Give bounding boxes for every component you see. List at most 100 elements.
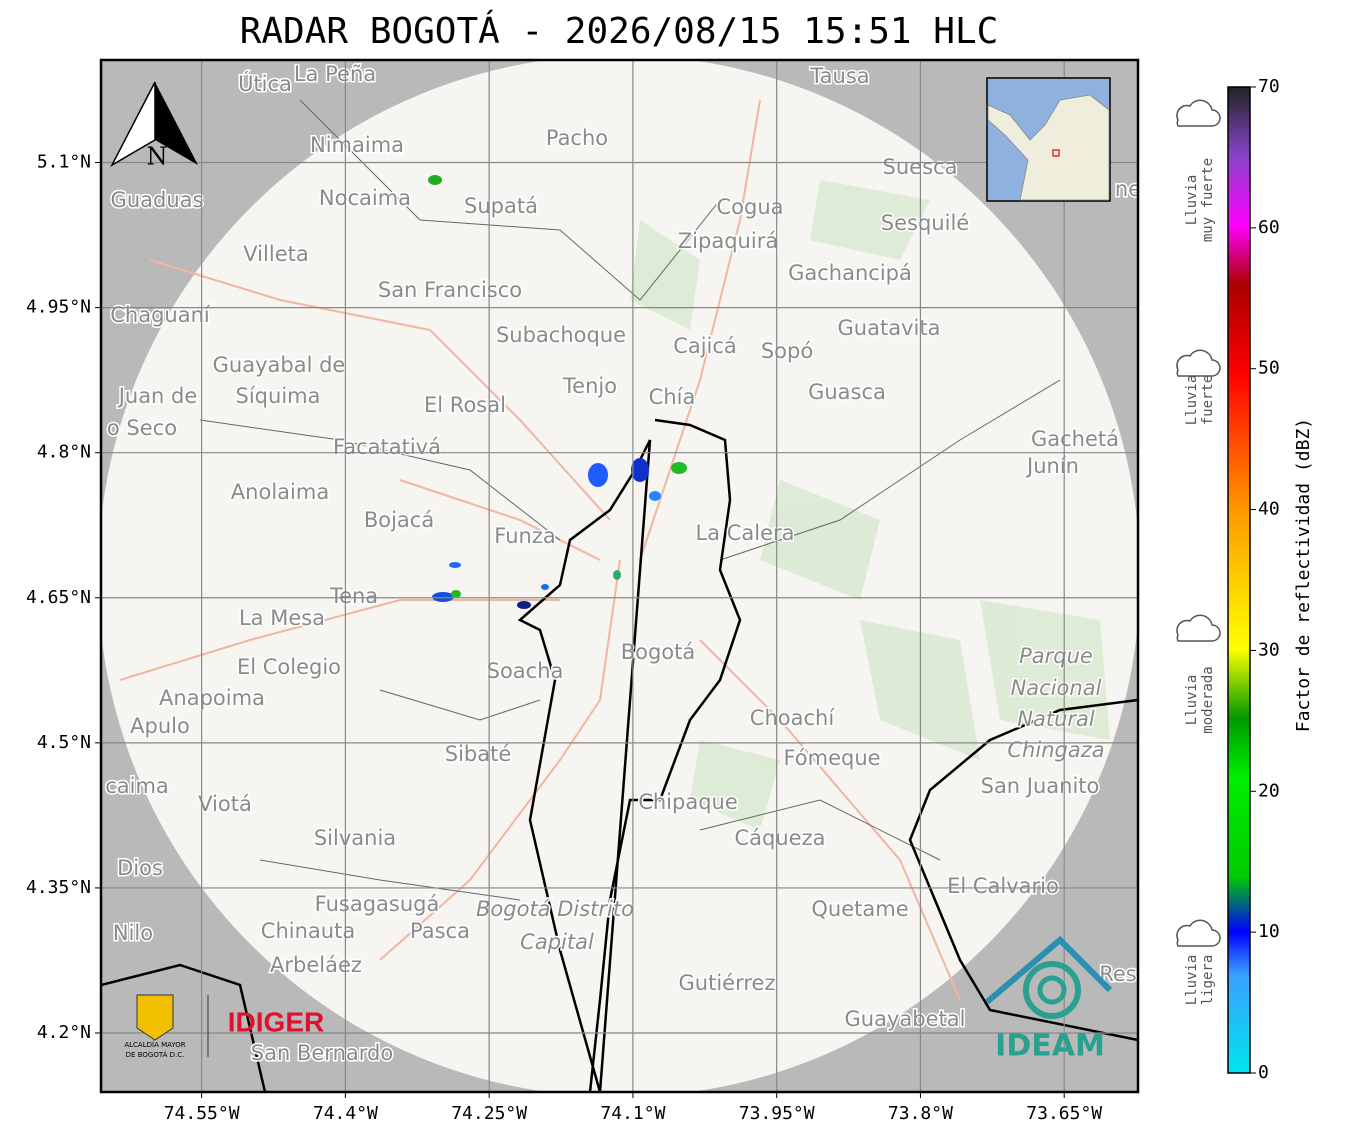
place-label: Silvania	[314, 826, 396, 850]
y-tick-label: 4.8°N	[37, 442, 91, 463]
place-label: Junín	[1025, 454, 1079, 478]
place-label: Parque	[1019, 644, 1093, 668]
place-label: Chaguaní	[110, 303, 211, 327]
place-label: Guayabetal	[845, 1007, 966, 1031]
place-label: La Calera	[695, 521, 794, 545]
place-label: Síquima	[236, 384, 321, 408]
place-label: La Peña	[294, 62, 376, 86]
place-label: San Bernardo	[251, 1041, 393, 1065]
place-label: Viotá	[198, 792, 252, 816]
vegetation	[630, 180, 1110, 830]
roads	[119, 99, 961, 1001]
place-label: Tausa	[809, 64, 869, 88]
place-label: Útica	[238, 71, 292, 96]
x-tick-label: 73.95°W	[739, 1103, 815, 1124]
place-label: Bojacá	[364, 508, 434, 532]
place-label: Chipaque	[638, 790, 738, 814]
x-tick-label: 74.4°W	[313, 1103, 378, 1124]
place-label: La Mesa	[239, 606, 325, 630]
y-tick-label: 4.5°N	[37, 732, 91, 753]
alcaldia-line: ALCALDÍA MAYOR	[124, 1040, 185, 1049]
rain-level-label: moderada	[1200, 666, 1216, 733]
place-label: Nacional	[1011, 676, 1102, 700]
place-label: Fusagasugá	[315, 892, 440, 916]
title: RADAR BOGOTÁ - 2026/08/15 15:51 HLC	[240, 10, 999, 52]
municipal-borders	[199, 99, 1061, 901]
x-tick-label: 74.55°W	[164, 1103, 240, 1124]
x-tick-label: 73.65°W	[1026, 1103, 1102, 1124]
place-label: Sesquilé	[881, 211, 969, 235]
place-label: Subachoque	[496, 323, 626, 347]
rain-level-label: muy fuerte	[1200, 158, 1216, 242]
place-label: Guaduas	[111, 188, 204, 212]
place-label: o Seco	[107, 416, 177, 440]
axes: 74.55°W 74.4°W 74.25°W 74.1°W 73.95°W 73.8°W 7…	[26, 152, 1102, 1124]
place-label: Guatavita	[838, 316, 941, 340]
rain-level-label: Lluvia	[1184, 175, 1200, 226]
place-label: Capital	[520, 930, 594, 954]
y-tick-label: 4.95°N	[26, 297, 91, 318]
place-label: Choachí	[750, 706, 836, 730]
place-label: El Colegio	[237, 655, 341, 679]
ideam-logo: IDEAM	[995, 1029, 1105, 1064]
place-label: Nilo	[113, 921, 153, 945]
map: Útica La Peña Tausa Pacho Nimaima Guaduas Noca…	[101, 60, 1141, 1092]
place-labels: Útica La Peña Tausa Pacho Nimaima Guaduas Noca…	[104, 61, 1141, 1067]
place-label: Pasca	[410, 919, 470, 943]
logos: ALCALDÍA MAYOR DE BOGOTÁ D.C. IDIGER IDE…	[124, 935, 1113, 1064]
place-label: Sopó	[761, 339, 813, 363]
place-label: Guasca	[808, 380, 886, 404]
grid	[101, 60, 1138, 1092]
place-label: Tenjo	[562, 374, 617, 398]
place-label: Sibaté	[445, 742, 512, 766]
north-arrow: N	[110, 81, 198, 171]
place-label: Quetame	[811, 897, 908, 921]
colorbar-tick-label: 30	[1258, 639, 1280, 660]
place-label: Facatativá	[333, 435, 441, 459]
place-label: Bogotá	[621, 640, 696, 664]
place-label: Natural	[1017, 707, 1095, 731]
place-label: ne	[1115, 177, 1141, 201]
place-label: Pacho	[546, 126, 608, 150]
place-label: Tena	[329, 584, 378, 608]
place-label: Cajicá	[673, 334, 737, 358]
north-label: N	[147, 143, 168, 171]
colorbar-tick-label: 40	[1258, 499, 1280, 520]
place-label: Bogotá Distrito	[476, 897, 634, 921]
x-tick-label: 73.8°W	[888, 1103, 953, 1124]
rain-icon	[1176, 919, 1221, 947]
place-label: Chinauta	[261, 919, 355, 943]
place-label: Gachetá	[1031, 427, 1119, 451]
place-label: Chía	[649, 385, 696, 409]
y-tick-label: 4.35°N	[26, 877, 91, 898]
place-label: Fómeque	[783, 746, 880, 770]
idiger-logo: IDIGER	[228, 1006, 324, 1037]
place-label: Soacha	[487, 659, 564, 683]
place-label: Villeta	[243, 242, 308, 266]
place-label: Nocaima	[319, 186, 411, 210]
place-label: El Calvario	[947, 874, 1059, 898]
colorbar-tick-label: 60	[1258, 217, 1280, 238]
place-label: Dios	[117, 856, 163, 880]
place-label: San Francisco	[378, 278, 522, 302]
place-label: Gutiérrez	[679, 971, 776, 995]
place-label: Guayabal de	[213, 353, 346, 377]
colorbar-tick-label: 0	[1258, 1062, 1269, 1083]
x-tick-label: 74.1°W	[600, 1103, 665, 1124]
place-label: Arbeláez	[270, 953, 362, 977]
rain-icon	[1176, 349, 1221, 377]
colorbar	[1227, 86, 1251, 1074]
place-label: Anapoima	[159, 686, 265, 710]
rain-icon	[1176, 99, 1221, 127]
colorbar-tick-label: 70	[1258, 76, 1280, 97]
rain-level-label: fuerte	[1200, 375, 1216, 426]
radar-echoes	[428, 175, 687, 609]
place-label: Cáqueza	[735, 826, 826, 850]
place-label: Cogua	[716, 195, 783, 219]
rain-level-label: ligera	[1200, 955, 1216, 1006]
place-label: Chingaza	[1007, 738, 1104, 762]
inset-map	[986, 77, 1111, 202]
y-tick-label: 5.1°N	[37, 152, 91, 173]
rain-icon	[1176, 614, 1221, 642]
